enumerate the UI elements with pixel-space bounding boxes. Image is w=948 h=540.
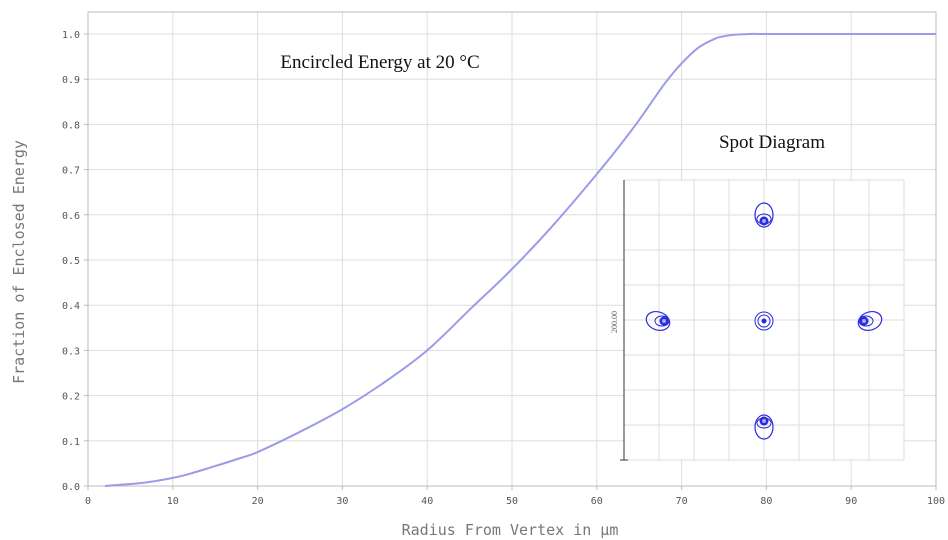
x-tick-label: 20 [252,496,264,507]
x-axis-ticks: 0 10 20 30 40 50 60 70 80 90 100 [85,486,945,507]
y-tick-label: 0.7 [62,166,80,177]
y-tick-label: 0.2 [62,392,80,403]
y-tick-label: 0.3 [62,346,80,357]
spot-diagram-title: Spot Diagram [719,132,825,153]
y-tick-label: 0.0 [62,482,80,493]
y-tick-label: 1.0 [62,30,80,41]
spot-point [754,202,774,228]
spot-point [754,414,774,440]
x-tick-label: 10 [167,496,179,507]
spot-point [754,311,774,331]
y-axis-ticks: 0.0 0.1 0.2 0.3 0.4 0.5 0.6 0.7 0.8 0.9 1.0 [62,30,88,493]
series-line-encircled-energy [104,32,936,487]
x-tick-label: 40 [421,496,433,507]
x-tick-label: 100 [927,496,945,507]
y-tick-label: 0.9 [62,75,80,86]
spot-point [645,310,671,332]
x-tick-label: 70 [676,496,688,507]
spot-point [857,310,883,332]
x-tick-label: 30 [336,496,348,507]
y-tick-label: 0.4 [62,301,80,312]
y-tick-label: 0.8 [62,120,80,131]
x-tick-label: 80 [760,496,772,507]
x-tick-label: 90 [845,496,857,507]
y-tick-label: 0.5 [62,256,80,267]
x-tick-label: 60 [591,496,603,507]
spot-diagram-spots [645,202,883,440]
y-tick-label: 0.1 [62,437,80,448]
y-tick-label: 0.6 [62,211,80,222]
chart-title: Encircled Energy at 20 °C [280,52,479,73]
x-tick-label: 0 [85,496,91,507]
x-axis-label: Radius From Vertex in µm [402,521,619,539]
spot-diagram-scale-label: 200.00 [610,311,619,333]
x-tick-label: 50 [506,496,518,507]
spot-diagram-inset: Spot Diagram 200.00 [610,132,905,461]
y-axis-label: Fraction of Enclosed Energy [10,140,28,384]
